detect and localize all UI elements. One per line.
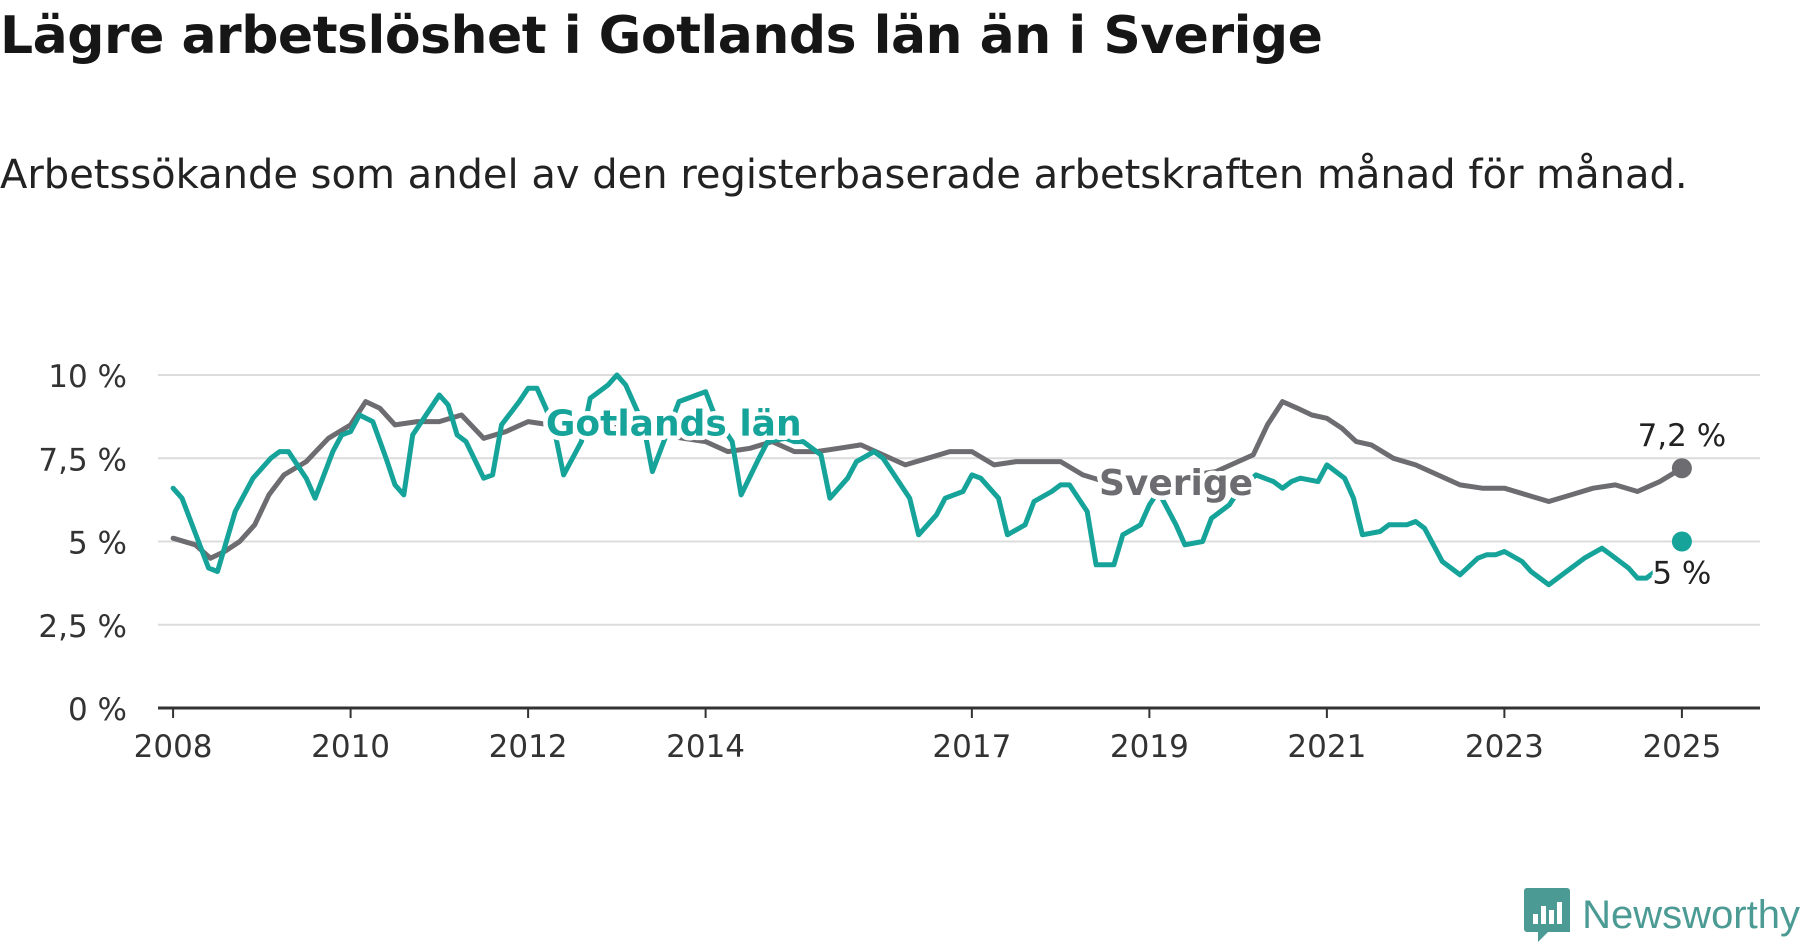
chart-title: Lägre arbetslöshet i Gotlands län än i S… xyxy=(0,6,1323,66)
sverige-end-value: 7,2 % xyxy=(1638,418,1727,454)
x-axis: 2008 2010 2012 2014 2017 2019 2021 2023 2025 xyxy=(134,706,1760,765)
series-labels: 7,2 % 5 % Gotlands län Sverige xyxy=(541,399,1727,595)
y-axis-labels: 0 % 2,5 % 5 % 7,5 % 10 % xyxy=(38,359,127,728)
sverige-line xyxy=(170,399,1685,561)
x-tick-label: 2023 xyxy=(1465,729,1544,765)
x-tick-label: 2021 xyxy=(1287,729,1366,765)
sverige-series-label: Sverige xyxy=(1099,463,1253,504)
line-chart: 0 % 2,5 % 5 % 7,5 % 10 % 2008 2010 2012 2014 201… xyxy=(38,359,1760,765)
x-tick-label: 2010 xyxy=(311,729,390,765)
newsworthy-logo-icon xyxy=(1524,888,1571,942)
grid-lines xyxy=(158,374,1760,626)
newsworthy-logo: Newsworthy xyxy=(1524,888,1800,942)
x-tick-label: 2008 xyxy=(134,729,213,765)
x-tick-label: 2019 xyxy=(1110,729,1189,765)
brand-name: Newsworthy xyxy=(1582,892,1800,937)
series-lines xyxy=(170,372,1685,588)
x-tick-label: 2012 xyxy=(489,729,568,765)
chart-subtitle: Arbetssökande som andel av den registerb… xyxy=(0,152,1688,198)
sverige-end-dot xyxy=(1671,458,1692,479)
gotland-end-dot xyxy=(1671,531,1692,552)
x-tick-label: 2014 xyxy=(666,729,745,765)
gotland-end-value: 5 % xyxy=(1652,556,1711,592)
x-tick-label: 2017 xyxy=(932,729,1011,765)
gotland-line xyxy=(170,372,1663,588)
y-tick-label: 7,5 % xyxy=(38,442,127,478)
y-tick-label: 5 % xyxy=(68,526,127,562)
gotland-series-label: Gotlands län xyxy=(546,403,802,444)
x-tick-label: 2025 xyxy=(1642,729,1721,765)
y-tick-label: 10 % xyxy=(48,359,127,395)
y-tick-label: 2,5 % xyxy=(38,609,127,645)
y-tick-label: 0 % xyxy=(68,692,127,728)
